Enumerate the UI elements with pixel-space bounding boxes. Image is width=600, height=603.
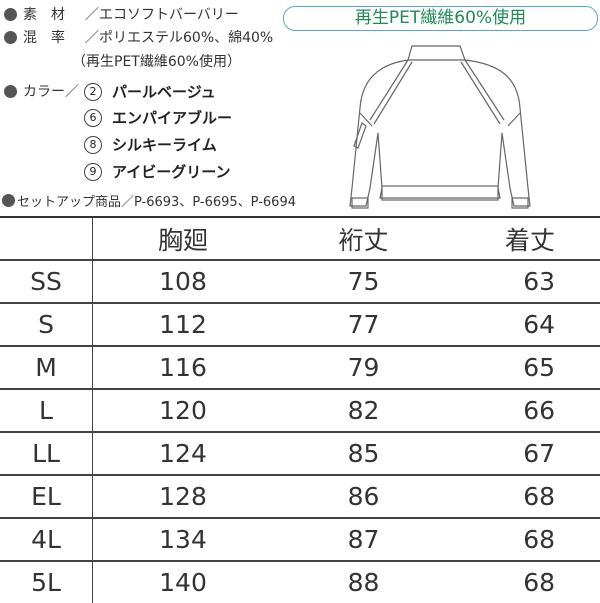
- color-option: 6 エンパイアブルー: [84, 107, 232, 128]
- jacket-back-illustration: [349, 45, 531, 209]
- spec-material: 素 材 ／エコソフトバーバリー: [4, 4, 239, 24]
- recycled-pet-badge: 再生PET繊維60%使用: [283, 6, 598, 31]
- color-option: 9 アイビーグリーン: [84, 161, 231, 182]
- spec-blend-note: （再生PET繊維60%使用）: [72, 54, 241, 70]
- spec-blend: 混 率 ／ポリエステル60%、綿40%: [4, 27, 273, 47]
- table-row: LL 124 85 67: [0, 431, 600, 475]
- header-sleeve: 裄丈: [281, 216, 446, 260]
- size-table: 胸廻 裄丈 着丈 SS 108 75 63 S 112 77 64 M 116 79 65 L 12…: [0, 216, 600, 603]
- spec-color: カラー ／: [4, 81, 79, 101]
- header-chest: 胸廻: [92, 216, 281, 260]
- bullet-icon: [4, 30, 17, 44]
- table-row: S 112 77 64: [0, 302, 600, 346]
- table-row: SS 108 75 63: [0, 259, 600, 303]
- spec-setup: セットアップ商品／P-6693、P-6695、P-6694: [2, 191, 296, 210]
- color-option: 2 パールベージュ: [84, 81, 216, 102]
- header-length: 着丈: [446, 216, 600, 260]
- bullet-icon: [4, 84, 17, 98]
- table-header-row: 胸廻 裄丈 着丈: [0, 216, 600, 260]
- bullet-icon: [4, 7, 17, 21]
- color-option: 8 シルキーライム: [84, 134, 217, 155]
- bullet-icon: [2, 194, 15, 207]
- table-row: M 116 79 65: [0, 345, 600, 389]
- table-row: L 120 82 66: [0, 388, 600, 432]
- table-row: 4L 134 87 68: [0, 517, 600, 561]
- table-row: 5L 140 88 68: [0, 560, 600, 603]
- table-row: EL 128 86 68: [0, 474, 600, 518]
